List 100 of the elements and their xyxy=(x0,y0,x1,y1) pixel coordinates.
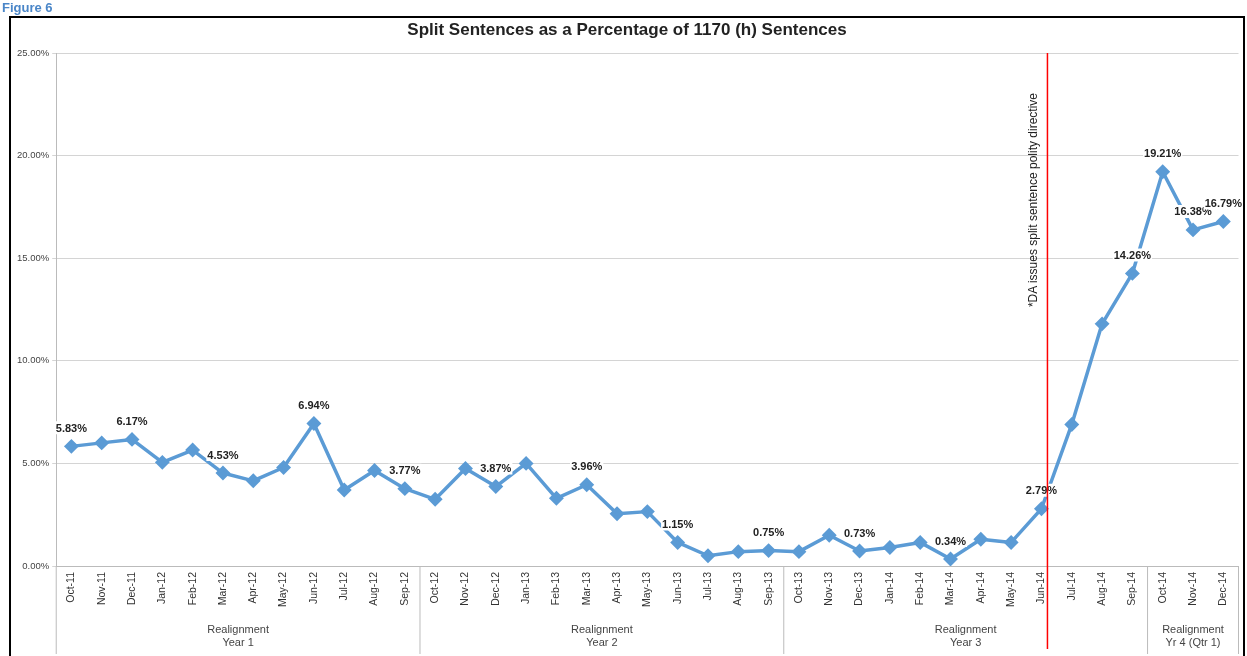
text: Realignment Year 1 xyxy=(207,622,269,648)
x-tick-label: May-12 xyxy=(276,571,289,608)
data-label: 3.77% xyxy=(389,464,421,477)
x-tick-label: Dec-11 xyxy=(124,571,137,606)
x-tick-label: Oct-11 xyxy=(64,571,77,603)
point xyxy=(276,460,291,475)
point xyxy=(519,456,533,471)
x-tick-label: Feb-12 xyxy=(185,571,198,606)
x-tick-label: May-14 xyxy=(1004,571,1017,608)
x-tick-label: Sep-14 xyxy=(1125,571,1138,606)
data-label: 1.15% xyxy=(662,517,694,530)
x-tick-label: Jul-14 xyxy=(1064,571,1077,601)
point xyxy=(883,540,897,555)
data-label: 19.21% xyxy=(1144,147,1182,160)
caption: Figure 6 xyxy=(2,0,53,15)
x-tick-label: Jul-12 xyxy=(337,571,350,601)
data-label: 5.83% xyxy=(55,421,88,434)
y-tick-label: 15.00% xyxy=(16,251,50,263)
point xyxy=(1125,266,1140,281)
x-tick-label: Nov-13 xyxy=(822,571,835,606)
x-tick-label: Nov-12 xyxy=(458,571,471,606)
point xyxy=(337,483,351,497)
x-tick-label: Aug-14 xyxy=(1094,571,1107,606)
y-tick-label: 20.00% xyxy=(16,149,50,161)
data-label: 6.94% xyxy=(298,399,330,412)
data-label: 16.38% xyxy=(1174,205,1212,218)
point xyxy=(64,439,79,454)
point xyxy=(701,548,715,563)
x-tick-label: Oct-13 xyxy=(791,571,804,604)
point xyxy=(94,436,109,450)
x-tick-label: Sep-12 xyxy=(397,571,410,606)
x-tick-label: Nov-14 xyxy=(1185,571,1198,606)
point xyxy=(852,544,867,558)
x-tick-label: Dec-14 xyxy=(1216,571,1229,606)
x-tick-label: Mar-14 xyxy=(943,571,956,606)
x-tick-label: Apr-14 xyxy=(973,571,986,604)
data-label: 16.79% xyxy=(1204,197,1243,209)
x-tick-label: Jan-13 xyxy=(518,571,531,605)
point xyxy=(125,432,139,447)
point xyxy=(246,474,261,488)
point xyxy=(549,491,564,506)
text: Realignment Year 2 xyxy=(571,622,633,648)
point xyxy=(640,504,655,519)
y-tick-label: 0.00% xyxy=(22,559,50,571)
point xyxy=(1095,317,1109,331)
point xyxy=(792,544,806,559)
text: Realignment Yr 4 (Qtr 1) xyxy=(1162,622,1224,648)
x-tick-label: Jun-13 xyxy=(670,571,683,605)
x-tick-label: Oct-12 xyxy=(428,571,441,604)
point xyxy=(185,443,200,457)
x-tick-label: Mar-13 xyxy=(579,571,592,606)
point xyxy=(610,506,624,521)
point xyxy=(670,535,685,550)
x-tick-label: Dec-13 xyxy=(852,571,865,606)
x-tick-label: Dec-12 xyxy=(488,571,501,606)
text: Realignment Year 3 xyxy=(934,622,997,648)
data-label: 0.34% xyxy=(934,534,967,547)
point xyxy=(1004,535,1018,550)
point xyxy=(307,416,321,431)
point xyxy=(1216,214,1231,229)
point xyxy=(1186,223,1200,237)
y-tick-label: 25.00% xyxy=(16,46,50,58)
point xyxy=(974,532,988,547)
data-label: 0.73% xyxy=(843,526,876,539)
chart-title: Split Sentences as a Percentage of 1170 (h) Sentences xyxy=(406,20,848,40)
point xyxy=(155,455,170,470)
point xyxy=(1155,165,1170,179)
y-tick-label: 10.00% xyxy=(16,354,50,366)
x-tick-label: Jul-13 xyxy=(700,571,713,601)
data-label: 14.26% xyxy=(1113,248,1152,261)
point xyxy=(913,535,927,550)
point xyxy=(216,466,230,480)
point xyxy=(458,461,473,476)
data-label: 6.17% xyxy=(116,414,148,427)
x-tick-label: May-13 xyxy=(640,571,653,608)
point xyxy=(1065,417,1079,432)
x-tick-label: Jun-14 xyxy=(1034,571,1047,605)
point xyxy=(1034,502,1049,516)
x-tick-label: Mar-12 xyxy=(215,571,228,606)
point xyxy=(822,528,836,542)
x-tick-label: Aug-13 xyxy=(731,571,744,606)
x-tick-label: Nov-11 xyxy=(94,571,107,606)
point xyxy=(943,552,958,566)
point xyxy=(579,477,594,492)
x-tick-label: Feb-13 xyxy=(549,571,562,606)
x-tick-label: Apr-13 xyxy=(609,571,622,604)
x-tick-label: Aug-12 xyxy=(367,571,380,606)
ref-line-label: *DA issues split sentence polity directive xyxy=(1025,92,1040,308)
point xyxy=(367,463,382,478)
x-tick-label: Oct-14 xyxy=(1155,571,1168,604)
x-tick-label: Jan-14 xyxy=(882,571,895,605)
y-tick-label: 5.00% xyxy=(22,457,50,469)
data-label: 3.87% xyxy=(480,462,512,475)
data-label: 4.53% xyxy=(207,448,239,461)
point xyxy=(489,479,503,494)
x-tick-label: Jun-12 xyxy=(306,571,319,605)
x-tick-label: Jan-12 xyxy=(155,571,168,605)
data-label: 0.75% xyxy=(753,526,785,539)
x-tick-label: Apr-12 xyxy=(246,571,259,604)
x-tick-label: Feb-14 xyxy=(913,571,926,606)
